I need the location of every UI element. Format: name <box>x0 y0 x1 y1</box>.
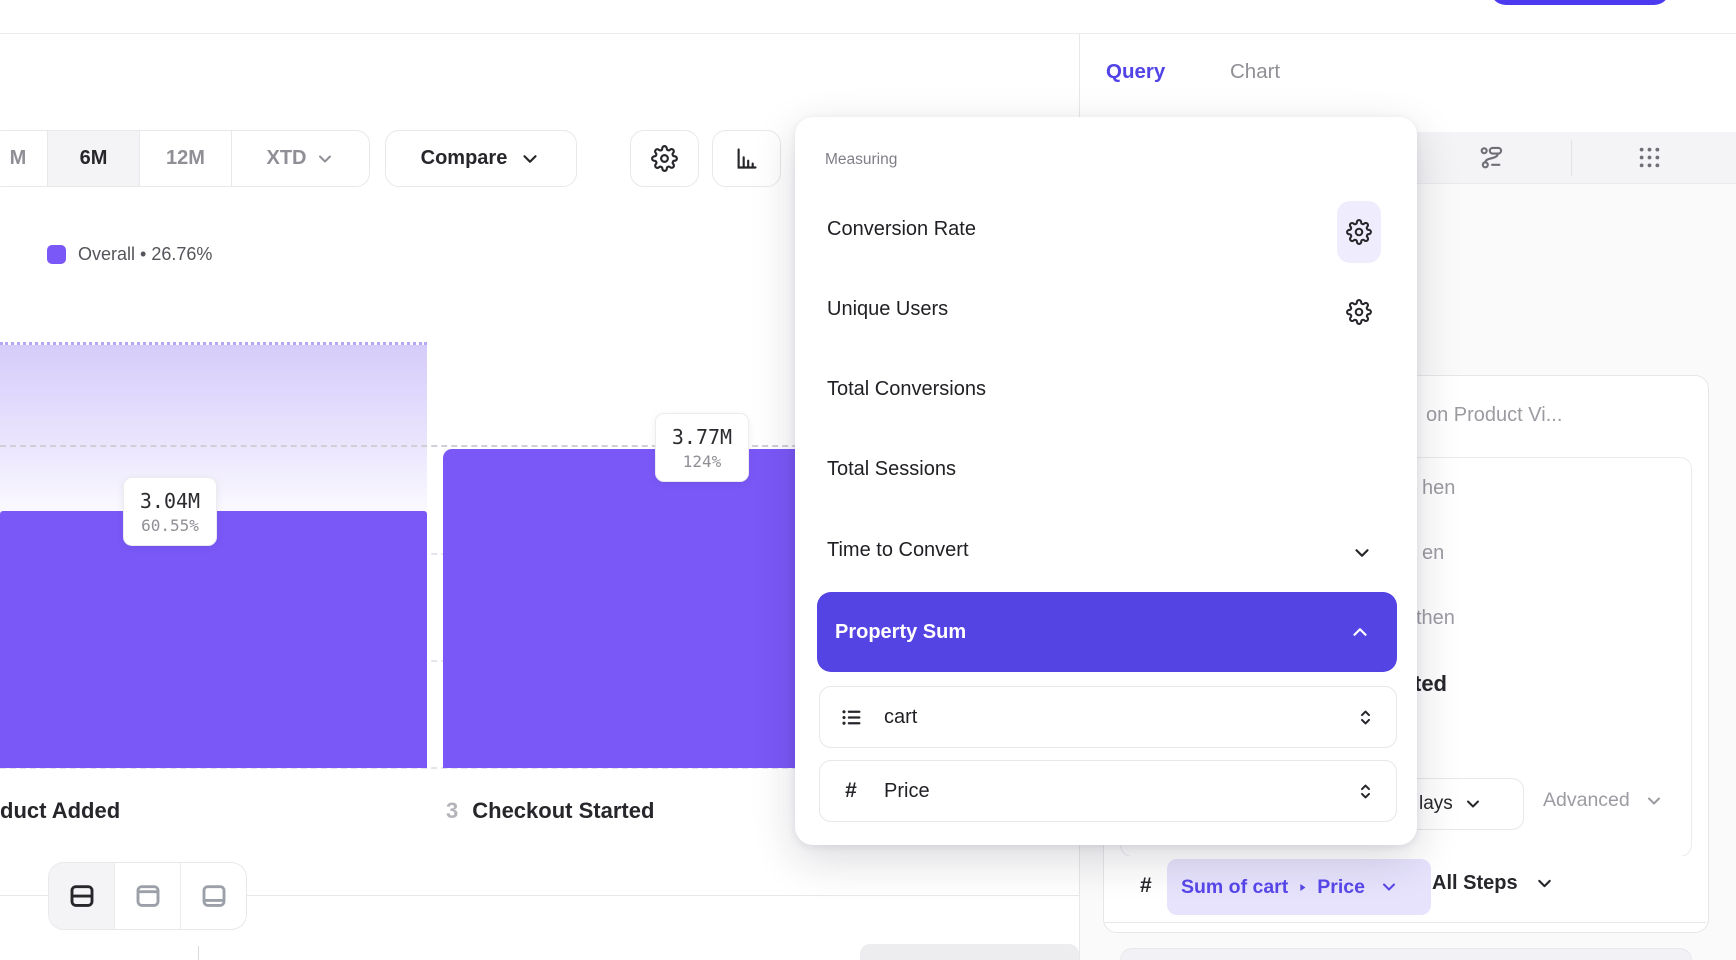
chart-footer-divider <box>0 895 1079 896</box>
bar-chart-icon <box>733 145 760 172</box>
time-range-segmented-control: M 6M 12M XTD <box>0 130 370 187</box>
menu-title: Measuring <box>825 151 898 168</box>
legend-swatch <box>47 245 66 264</box>
chevron-down-icon <box>1534 873 1555 894</box>
numeric-property-icon: # <box>1140 874 1152 897</box>
layout-bottom-icon <box>199 879 229 913</box>
step-row-fragment: hen <box>1422 477 1456 499</box>
time-range-6m[interactable]: 6M <box>48 131 140 186</box>
all-steps-dropdown[interactable]: All Steps <box>1432 872 1555 895</box>
grid-dots-icon[interactable] <box>1636 144 1663 171</box>
chevron-up-icon <box>1349 621 1371 643</box>
menu-item-time-to-convert[interactable]: Time to Convert <box>827 539 969 561</box>
step-row-fragment-current: ted <box>1414 671 1447 696</box>
conversion-window-label: lays <box>1419 793 1453 814</box>
chart-legend: Overall • 26.76% <box>47 244 212 265</box>
chevron-down-icon <box>1644 791 1664 811</box>
step-name: duct Added <box>0 798 121 823</box>
up-down-icon <box>1355 707 1376 728</box>
table-column-divider <box>198 946 199 960</box>
conversion-rate-settings-button[interactable] <box>1337 201 1381 263</box>
query-panel-tabs: Query Chart <box>1080 34 1736 133</box>
tab-query[interactable]: Query <box>1106 60 1166 83</box>
gear-icon <box>1346 299 1372 325</box>
bar-value: 3.77M <box>671 424 733 449</box>
measuring-menu: Measuring Conversion Rate Unique Users T… <box>795 117 1417 845</box>
step-label-product-added: duct Added <box>0 798 120 824</box>
property-sum-label: Property Sum <box>835 620 967 643</box>
time-range-6m-label: 6M <box>79 147 108 169</box>
time-range-m-label: M <box>9 147 27 169</box>
gridline-baseline <box>0 767 1079 769</box>
unique-users-settings-button[interactable] <box>1337 281 1381 343</box>
layout-bottom-button[interactable] <box>181 863 246 929</box>
menu-item-total-conversions[interactable]: Total Conversions <box>827 378 986 400</box>
up-down-icon <box>1355 781 1376 802</box>
time-range-12m[interactable]: 12M <box>140 131 232 186</box>
gear-icon <box>1346 219 1372 245</box>
time-range-12m-label: 12M <box>166 147 205 169</box>
query-card-header: on Product Vi... <box>1426 404 1563 426</box>
menu-item-unique-users[interactable]: Unique Users <box>827 298 949 320</box>
bar-value-card[interactable]: 3.77M 124% <box>655 413 749 482</box>
step-row-fragment: en <box>1422 542 1445 564</box>
time-range-m[interactable]: M <box>0 131 48 186</box>
funnel-trends-icon[interactable] <box>1478 144 1505 171</box>
sum-of-cart-price-dropdown[interactable]: Sum of cart Price <box>1167 859 1431 915</box>
hash-icon: # <box>845 779 857 802</box>
funnel-bar-product-added[interactable] <box>0 511 427 768</box>
chevron-down-icon <box>1379 877 1399 897</box>
gear-icon <box>651 145 678 172</box>
property-field-picker[interactable]: # Price <box>819 760 1397 822</box>
legend-label: Overall • 26.76% <box>78 244 213 264</box>
chevron-down-icon <box>1463 794 1483 814</box>
advanced-dropdown[interactable]: Advanced <box>1543 789 1664 812</box>
chevron-down-icon <box>519 148 541 170</box>
primary-action-button[interactable] <box>1490 0 1670 5</box>
layout-top-icon <box>133 879 163 913</box>
chevron-down-icon[interactable] <box>1351 542 1373 564</box>
menu-item-total-sessions[interactable]: Total Sessions <box>827 458 956 480</box>
bar-value: 3.04M <box>139 488 201 513</box>
top-divider <box>0 33 1736 34</box>
menu-item-property-sum-selected[interactable]: Property Sum <box>817 592 1397 672</box>
toolbar-divider <box>1571 140 1572 176</box>
pill-property: Sum of cart <box>1181 875 1289 898</box>
picker-value-cart: cart <box>884 705 918 728</box>
step-label-checkout-started: 3 Checkout Started <box>446 798 654 824</box>
menu-item-conversion-rate[interactable]: Conversion Rate <box>827 218 976 240</box>
layout-top-button[interactable] <box>115 863 181 929</box>
bar-value-card[interactable]: 3.04M 60.55% <box>123 477 217 546</box>
step-number: 3 <box>446 798 459 823</box>
property-event-picker[interactable]: cart <box>819 686 1397 748</box>
bar-conversion-pct: 124% <box>682 451 722 471</box>
chart-settings-button[interactable] <box>630 130 699 187</box>
caret-right-icon <box>1296 881 1309 894</box>
pill-subproperty: Price <box>1317 875 1365 898</box>
layout-split-button[interactable] <box>49 863 115 929</box>
tab-chart[interactable]: Chart <box>1230 60 1281 83</box>
all-steps-label: All Steps <box>1432 872 1518 894</box>
list-icon <box>839 705 864 730</box>
compare-button[interactable]: Compare <box>385 130 577 187</box>
chevron-down-icon <box>315 149 335 169</box>
step-row-fragment: then <box>1416 607 1455 629</box>
advanced-label: Advanced <box>1543 789 1630 811</box>
measurement-row: # Sum of cart Price All Steps <box>1104 856 1706 923</box>
layout-split-icon <box>67 879 97 913</box>
gridline-reference <box>0 445 1079 447</box>
time-range-xtd[interactable]: XTD <box>232 131 369 186</box>
compare-label: Compare <box>420 147 508 169</box>
chart-type-button[interactable] <box>712 130 781 187</box>
conversion-window-button[interactable]: lays <box>1396 778 1524 830</box>
next-section-card-fragment <box>1120 948 1692 960</box>
time-range-xtd-label: XTD <box>266 147 307 169</box>
step-name: Checkout Started <box>472 798 655 823</box>
layout-switcher <box>48 862 247 930</box>
bar-conversion-pct: 60.55% <box>141 515 199 535</box>
picker-value-price: Price <box>884 779 930 802</box>
table-header-fragment <box>860 944 1079 960</box>
